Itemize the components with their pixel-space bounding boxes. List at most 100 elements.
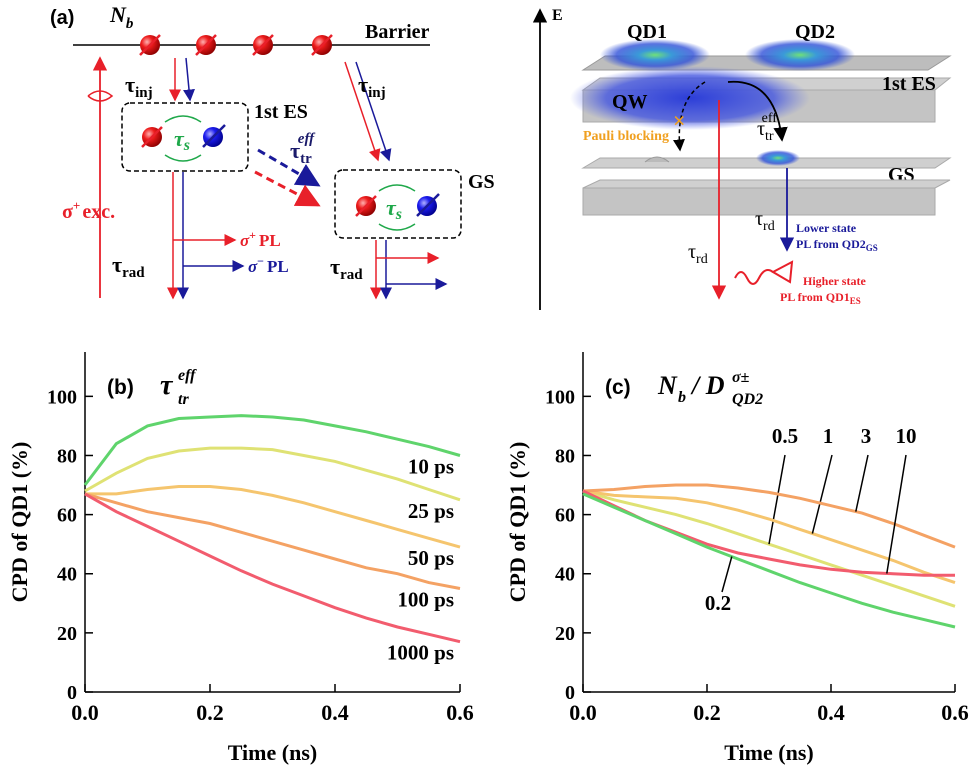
tau: τ (290, 138, 300, 163)
flip-arrows (378, 184, 416, 231)
exc-sup: + (73, 198, 80, 213)
energy-label: E (552, 7, 563, 24)
formula-part: N (657, 371, 678, 400)
y-tick-label: 0 (565, 682, 575, 704)
tau-sub: tr (765, 129, 774, 144)
tau: τ (755, 208, 763, 230)
panel-label: (c) (605, 376, 631, 399)
barrier-label: Barrier (365, 21, 430, 43)
pauli-label: Pauli blocking (583, 129, 669, 144)
series-line (84, 492, 461, 590)
gs-label: GS (468, 171, 495, 193)
line-label: 25 ps (408, 499, 454, 523)
qw-wavefunction (570, 66, 810, 130)
leader-line (886, 454, 907, 574)
tau-tr-label: τtr eff (290, 131, 316, 167)
series-line (582, 489, 956, 585)
y-tick-label: 0 (67, 682, 77, 704)
spin-arrow (141, 126, 163, 148)
line-label: 0.5 (772, 424, 798, 448)
tau-inj-label: τinj (358, 72, 386, 101)
transfer-arrow (254, 170, 321, 207)
formula-part: QD2 (732, 391, 763, 408)
transfer-arrow (727, 80, 788, 142)
leader-line (855, 454, 869, 512)
line-label: 10 (896, 424, 917, 448)
chart-b: 0 20 40 60 80 100 0.0 0.2 0.4 0.6 Time (ns) CPD of … (7, 352, 474, 765)
spin-arrow (202, 124, 226, 148)
series-line (582, 489, 956, 608)
tau: τ (386, 195, 397, 220)
line-label: 100 ps (397, 588, 454, 612)
line-label: 50 ps (408, 546, 454, 570)
y-tick-label: 80 (57, 445, 77, 467)
es-label: 1st ES (882, 73, 936, 95)
qd2-wavefunction (745, 39, 855, 71)
es-label: 1st ES (254, 101, 308, 123)
higher-state-label: Higher state (803, 274, 866, 288)
y-tick-label: 80 (555, 445, 575, 467)
tau-sub: rd (696, 252, 708, 267)
tau-s-label: τs (386, 195, 402, 223)
sigma: σ (248, 257, 258, 276)
tau-sub: inj (368, 85, 386, 101)
tau: τ (112, 252, 122, 277)
pl-plus-label: σ+ PL (240, 228, 281, 250)
y-tick-label: 20 (57, 623, 77, 645)
sigma: σ (240, 231, 250, 250)
spin-arrows (139, 34, 333, 56)
series-line (582, 483, 956, 549)
pl-text: PL (267, 257, 289, 276)
line-label: 0.2 (705, 591, 731, 615)
tau-rd-label: τrd (755, 208, 775, 234)
y-axis-label: CPD of QD1 (%) (7, 442, 32, 603)
tau-sub: tr (300, 151, 312, 167)
y-tick-label: 20 (555, 623, 575, 645)
barrier-spins (139, 34, 333, 56)
pl-sub: ES (850, 296, 861, 306)
x-axis-label: Time (ns) (724, 740, 813, 765)
y-tick-label: 40 (57, 564, 77, 586)
tau-tr-label: τtr eff (757, 111, 777, 144)
x-tick-label: 0.0 (569, 700, 597, 725)
sigma-sup: + (249, 228, 256, 242)
formula-part: τ (160, 370, 174, 401)
panel-a: (a) Nb Barrier σ+ exc. τinj τinj 1st ES τ… (50, 2, 495, 300)
lower-state-label: PL from QD2GS (796, 237, 878, 253)
qd1-wavefunction (600, 39, 710, 71)
series-line (582, 492, 956, 629)
injection-arrow (355, 61, 392, 162)
qw-label: QW (612, 91, 648, 113)
tau: τ (757, 118, 765, 140)
injection-arrow (183, 57, 195, 102)
formula-part: / D (690, 371, 725, 400)
y-tick-label: 100 (47, 386, 77, 408)
pl-text: PL (259, 231, 281, 250)
sigma-sup: − (257, 254, 264, 268)
barrier-top (582, 179, 951, 189)
qd2-label: QD2 (795, 21, 835, 43)
qd2-gs-wavefunction (756, 150, 800, 166)
x-tick-label: 0.0 (71, 700, 99, 725)
tau-sup: eff (762, 111, 778, 126)
tau-sub: s (183, 137, 190, 154)
tau-sup: eff (298, 131, 316, 147)
x-tick-label: 0.4 (817, 700, 845, 725)
tau-sub: rad (122, 265, 145, 281)
leader-line (811, 454, 833, 534)
formula-part: eff (178, 367, 197, 384)
spin-arrow (416, 193, 440, 217)
leader-line (768, 454, 786, 545)
x-tick-label: 0.6 (941, 700, 969, 725)
series-line (84, 446, 461, 502)
y-tick-label: 100 (545, 386, 575, 408)
lower-state-label: Lower state (796, 221, 857, 235)
y-tick-label: 60 (57, 505, 77, 527)
tau-rd-label: τrd (688, 241, 708, 267)
line-label: 10 ps (408, 454, 454, 478)
tau-rad-label: τrad (112, 252, 145, 281)
qd1-bump (644, 156, 670, 163)
pl-text: PL from QD2 (796, 237, 866, 251)
tau-sub: s (395, 206, 402, 223)
tau: τ (125, 72, 135, 97)
